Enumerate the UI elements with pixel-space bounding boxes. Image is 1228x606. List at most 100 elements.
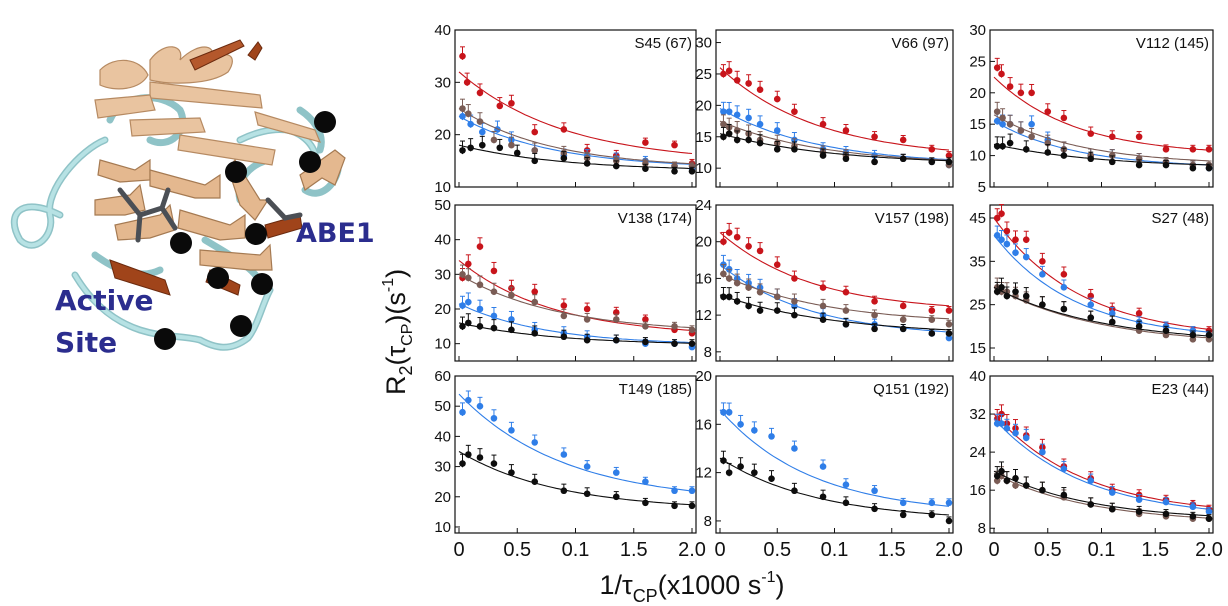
residue-sphere: [314, 111, 336, 133]
data-point: [791, 487, 798, 495]
data-point: [993, 232, 1001, 239]
x-tick-label: 0: [714, 539, 725, 561]
y-tick-label: 20: [695, 368, 712, 385]
data-point: [791, 108, 798, 115]
panel-frame: [989, 375, 1214, 534]
data-point: [459, 323, 466, 330]
y-tick-label: 16: [695, 270, 712, 287]
data-point: [1022, 482, 1030, 489]
data-point: [531, 329, 539, 337]
data-point: [1162, 146, 1170, 153]
data-point: [756, 247, 764, 255]
y-tick-label: 60: [434, 368, 451, 385]
y-tick-label: 12: [695, 465, 712, 482]
data-point: [508, 99, 515, 107]
data-point: [459, 302, 466, 309]
y-tick-label: 30: [434, 459, 451, 476]
data-point: [671, 323, 678, 330]
fit-curve: [719, 457, 950, 516]
panel-2: 10 15 20 25 30 V66 (97): [695, 29, 954, 188]
fit-curve: [719, 264, 950, 333]
data-point: [465, 396, 472, 404]
panel-frame: [989, 204, 1214, 362]
y-tick-label: 30: [969, 22, 986, 39]
series-black: [719, 123, 953, 166]
data-point: [745, 242, 752, 250]
series-red: [458, 46, 696, 167]
fit-curve: [719, 273, 950, 320]
data-point: [819, 120, 827, 128]
y-tick-label: 8: [978, 520, 986, 537]
fit-curve: [993, 470, 1210, 517]
data-point: [508, 316, 515, 323]
active-label: Active: [55, 284, 154, 317]
data-point: [745, 80, 752, 87]
data-point: [1012, 288, 1019, 295]
data-point: [725, 108, 733, 115]
data-point: [642, 323, 649, 330]
abe1-label: ABE1: [296, 218, 375, 249]
data-point: [899, 499, 907, 507]
data-point: [560, 451, 568, 458]
data-point: [1060, 152, 1068, 159]
data-point: [928, 511, 936, 519]
data-point: [768, 475, 775, 482]
data-point: [945, 517, 953, 525]
data-point: [1060, 114, 1068, 122]
fit-curve: [458, 273, 693, 329]
data-point: [819, 284, 827, 291]
fit-curve: [993, 413, 1210, 508]
panel-8: 8 12 16 20 0 0.5 0.1 1.5 2.0 Q151 (192): [695, 368, 963, 561]
series-red: [993, 404, 1213, 513]
data-point: [1039, 301, 1046, 308]
data-point: [459, 408, 466, 416]
data-point: [756, 86, 764, 93]
y-tick-label: 30: [695, 35, 712, 52]
data-point: [737, 421, 744, 428]
fit-curve: [993, 286, 1210, 339]
data-point: [476, 454, 484, 461]
data-point: [560, 487, 568, 495]
data-point: [720, 70, 727, 78]
data-point: [733, 76, 741, 84]
data-point: [459, 147, 466, 154]
y-tick-label: 10: [695, 160, 712, 177]
data-point: [899, 302, 907, 310]
data-point: [993, 108, 1001, 115]
data-point: [479, 128, 486, 136]
fit-curve: [458, 108, 693, 165]
fit-curve: [993, 143, 1210, 166]
data-point: [1022, 236, 1030, 243]
data-point: [733, 298, 741, 305]
x-tick-label: 2.0: [678, 539, 706, 561]
x-tick-label: 0: [453, 539, 464, 561]
data-point: [1060, 284, 1068, 291]
data-point: [465, 451, 472, 458]
data-point: [508, 427, 515, 434]
data-point: [871, 311, 878, 319]
data-point: [583, 336, 591, 344]
series-black: [458, 135, 696, 175]
data-point: [1028, 120, 1035, 128]
x-tick-label: 0.1: [821, 539, 849, 561]
data-point: [1189, 164, 1197, 172]
data-point: [583, 490, 591, 498]
plot-grid: 10 20 30 40 S45 (67) 10 15 20 25 30 V66 (97) 5 10 15 2…: [434, 22, 1223, 561]
data-point: [945, 158, 953, 166]
y-tick-label: 5: [978, 179, 986, 196]
y-tick-label: 30: [434, 266, 451, 283]
data-point: [479, 141, 486, 149]
data-point: [463, 79, 471, 86]
data-point: [1012, 249, 1019, 256]
data-point: [993, 477, 1001, 484]
fit-curve: [993, 76, 1210, 151]
residue-spheres: [154, 111, 336, 350]
data-point: [612, 493, 620, 501]
residue-sphere: [154, 328, 176, 350]
y-tick-label: 10: [434, 179, 451, 196]
data-point: [688, 168, 696, 175]
data-point: [998, 284, 1005, 291]
y-axis-label: R2(τCP)(s-1): [380, 269, 416, 395]
y-tick-label: 15: [695, 129, 712, 146]
series-black: [719, 286, 953, 337]
